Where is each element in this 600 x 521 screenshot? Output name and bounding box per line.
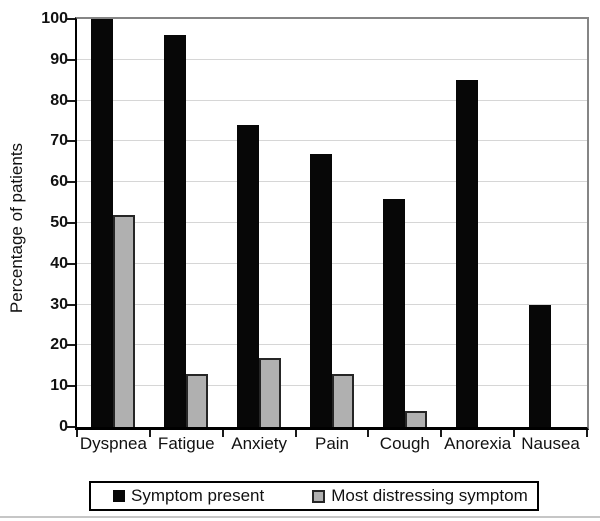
- bar-symptom-present: [382, 198, 405, 427]
- plot-area: [67, 17, 589, 437]
- y-axis-tick: [67, 140, 75, 143]
- y-tick-label: 0: [59, 418, 68, 435]
- x-axis-label: Cough: [379, 434, 430, 453]
- bar-symptom-present: [310, 153, 332, 427]
- gridline: [77, 303, 587, 305]
- y-axis-tick: [67, 18, 75, 20]
- y-axis-tick: [67, 426, 75, 428]
- gridline: [77, 262, 587, 264]
- y-axis-tick-labels: 0 10 20 30 40 50 60 70 80 90 100: [0, 11, 68, 435]
- y-axis-tick: [67, 385, 75, 388]
- bar-most-distressing: [186, 373, 209, 427]
- y-axis-tick: [67, 58, 75, 61]
- gridline: [77, 222, 587, 223]
- y-tick-label: 40: [50, 254, 68, 272]
- y-axis-tick: [67, 262, 75, 265]
- y-tick-label: 20: [50, 336, 68, 354]
- legend-item-most-distressing: Most distressing symptom: [312, 486, 528, 506]
- y-axis-tick: [67, 222, 75, 224]
- x-axis-label: Pain: [314, 434, 350, 453]
- y-tick-label: 90: [50, 50, 68, 68]
- y-tick-label: 80: [50, 91, 68, 109]
- legend-item-symptom-present: Symptom present: [113, 486, 264, 506]
- x-axis-label: Nausea: [521, 434, 580, 453]
- bar-most-distressing: [259, 357, 282, 427]
- x-axis-tick: [513, 430, 516, 437]
- black-square-swatch-icon: [113, 490, 125, 502]
- bar-symptom-present: [164, 35, 187, 427]
- y-axis-tick: [67, 303, 75, 306]
- x-axis-label: Fatigue: [157, 434, 215, 453]
- x-axis-label: Dyspnea: [79, 434, 147, 453]
- legend: Symptom present Most distressing symptom: [89, 481, 539, 511]
- x-axis-tick: [148, 430, 151, 437]
- gridline: [77, 181, 587, 183]
- bar-most-distressing: [332, 373, 354, 427]
- bar-symptom-present: [91, 19, 114, 427]
- y-tick-label: 60: [50, 173, 68, 191]
- bar-most-distressing: [404, 410, 427, 427]
- x-axis-tick: [221, 430, 224, 437]
- bar-symptom-present: [528, 304, 551, 427]
- x-axis-tick: [294, 430, 297, 437]
- y-tick-label: 70: [50, 132, 68, 150]
- x-axis-label: Anorexia: [444, 434, 512, 453]
- gridline: [77, 58, 587, 60]
- y-tick-label: 30: [50, 295, 68, 313]
- bar-most-distressing: [113, 214, 136, 427]
- x-axis-tick: [440, 430, 443, 437]
- y-axis-tick: [67, 181, 75, 184]
- gridline: [77, 140, 587, 142]
- y-tick-label: 100: [41, 10, 68, 27]
- gridline: [77, 99, 587, 101]
- legend-label: Symptom present: [131, 486, 265, 505]
- x-axis-tick: [586, 430, 588, 437]
- gridline: [77, 344, 587, 346]
- y-axis-tick: [67, 344, 75, 347]
- bottom-divider: [0, 516, 600, 518]
- y-tick-label: 50: [50, 214, 68, 231]
- x-axis-label: Anxiety: [231, 434, 288, 453]
- x-axis-labels: Dyspnea Fatigue Anxiety Pain Cough Anorexia Na…: [77, 434, 587, 460]
- bar-symptom-present: [455, 80, 478, 427]
- legend-label: Most distressing symptom: [331, 486, 528, 505]
- x-axis-tick: [367, 430, 370, 437]
- bar-symptom-present: [237, 125, 260, 427]
- y-axis-tick: [67, 99, 75, 102]
- gray-square-swatch-icon: [312, 489, 326, 503]
- x-axis-tick: [76, 430, 78, 437]
- y-tick-label: 10: [50, 377, 68, 395]
